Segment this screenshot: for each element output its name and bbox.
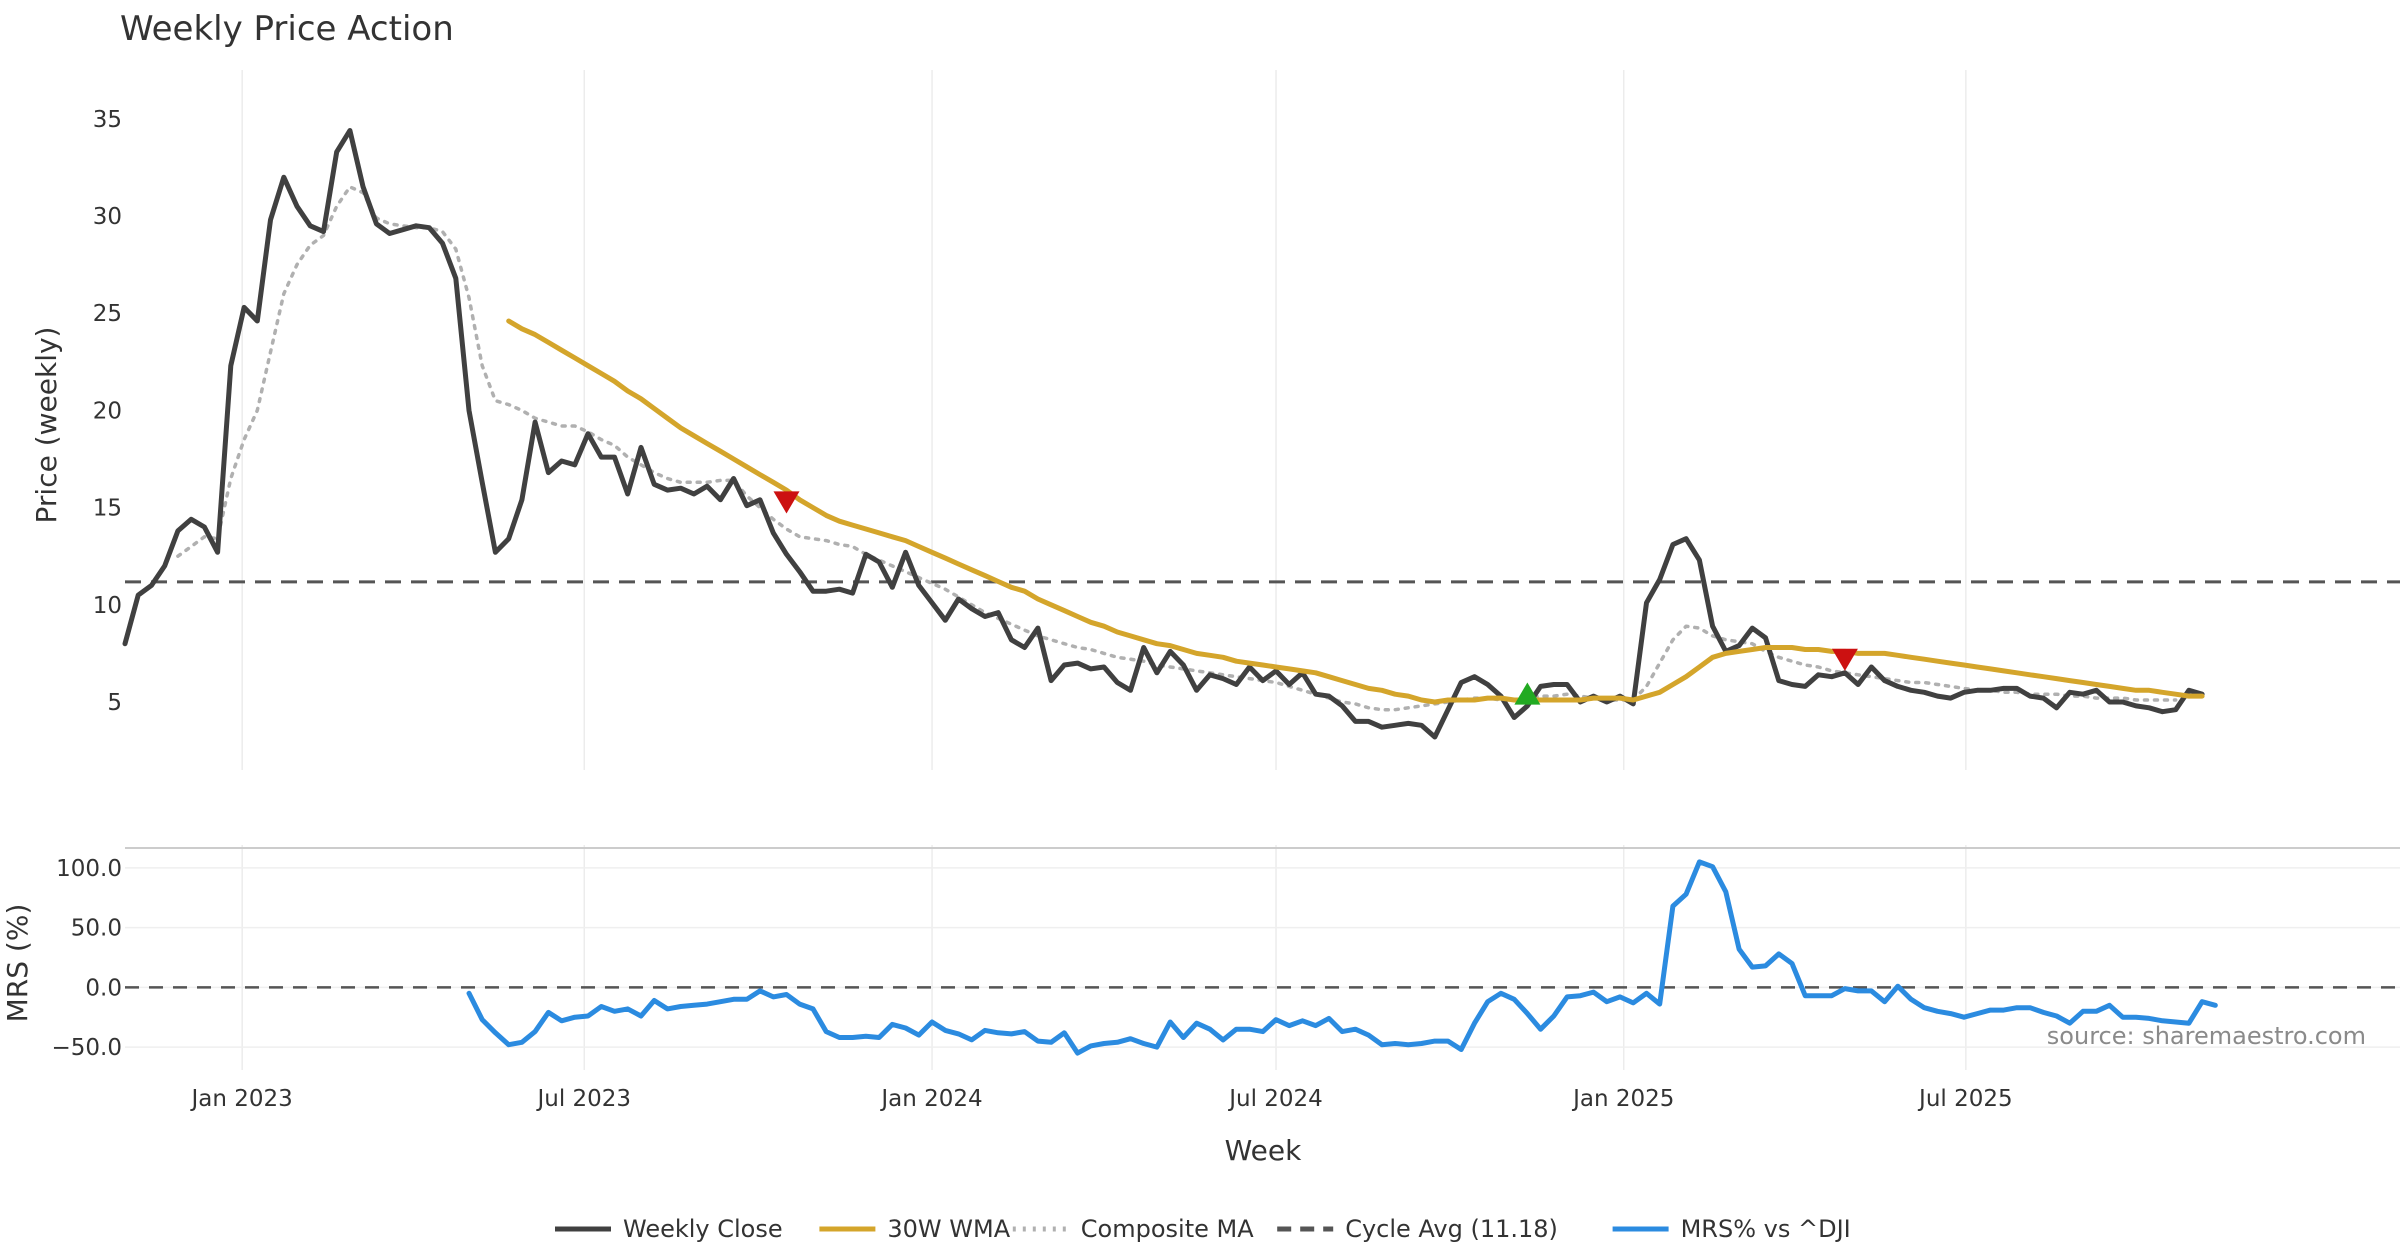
price-y-tick-35: 35	[93, 107, 122, 133]
mrs-y-tick-2: 50.0	[71, 916, 122, 942]
source-label: source: sharemaestro.com	[2047, 1022, 2366, 1050]
x-tick-0: Jan 2023	[190, 1086, 293, 1112]
price-y-tick-10: 10	[93, 593, 122, 619]
sell-signal-marker-2	[1831, 648, 1858, 671]
composite-ma-line	[176, 185, 2178, 712]
legend: Weekly Close 30W WMA Composite MA Cycle Avg…	[555, 1215, 1851, 1243]
mrs-panel: −50.0 0.0 50.0 100.0	[52, 845, 2400, 1070]
x-axis: Jan 2023 Jul 2023 Jan 2024 Jul 2024 Jan 2025…	[190, 1086, 2013, 1112]
mrs-y-tick-0: −50.0	[52, 1035, 122, 1061]
price-y-tick-20: 20	[93, 398, 122, 424]
legend-label-composite-ma: Composite MA	[1081, 1215, 1254, 1243]
x-tick-4: Jan 2025	[1571, 1086, 1674, 1112]
sell-signal-marker-0	[773, 491, 800, 514]
mrs-y-tick-1: 0.0	[85, 975, 122, 1001]
legend-label-weekly-close: Weekly Close	[623, 1215, 783, 1243]
legend-label-mrs-vs-dji: MRS% vs ^DJI	[1681, 1215, 1851, 1243]
buy-signal-marker-1	[1514, 682, 1541, 705]
x-tick-3: Jul 2024	[1227, 1086, 1323, 1112]
price-y-tick-5: 5	[107, 690, 122, 716]
x-tick-5: Jul 2025	[1917, 1086, 2013, 1112]
chart-title: Weekly Price Action	[120, 9, 454, 49]
legend-label-30w-wma: 30W WMA	[887, 1215, 1010, 1243]
x-tick-1: Jul 2023	[535, 1086, 631, 1112]
weekly-close-line	[122, 128, 2205, 740]
price-y-tick-15: 15	[93, 496, 122, 522]
price-y-tick-25: 25	[93, 301, 122, 327]
price-y-axis-title: Price (weekly)	[30, 327, 63, 524]
mrs-y-axis-title: MRS (%)	[1, 904, 34, 1023]
price-panel: 5 10 15 20 25 30 35	[93, 70, 2400, 770]
mrs-line	[466, 859, 2218, 1056]
mrs-y-tick-3: 100.0	[56, 856, 122, 882]
x-axis-title: Week	[1225, 1134, 1302, 1167]
x-tick-2: Jan 2024	[879, 1086, 982, 1112]
price-y-tick-30: 30	[93, 204, 122, 230]
legend-label-cycle-avg-11-18: Cycle Avg (11.18)	[1345, 1215, 1558, 1243]
